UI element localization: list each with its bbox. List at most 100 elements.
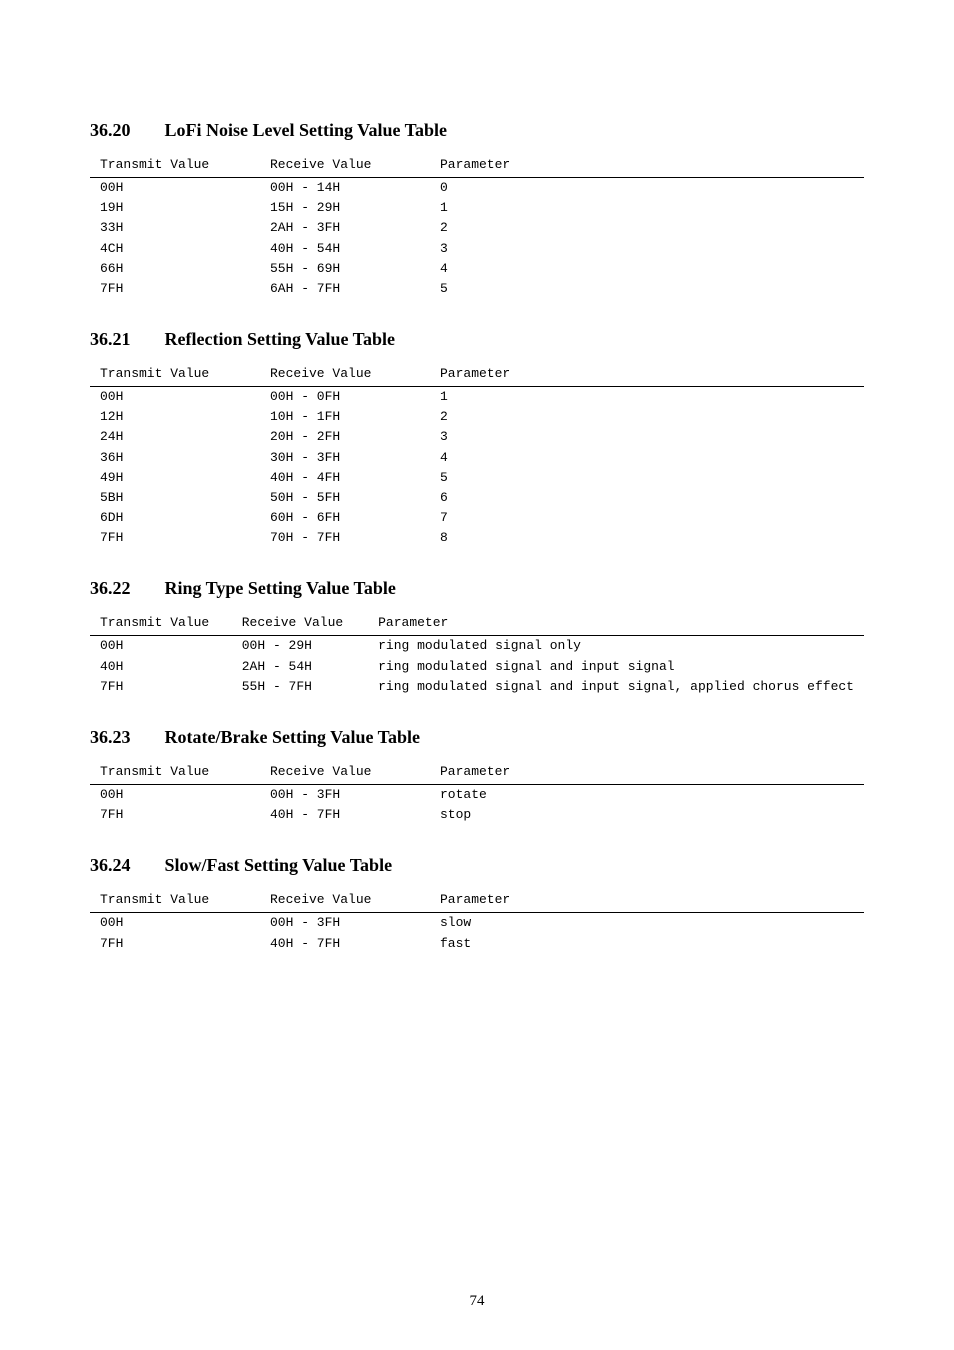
table-rotate-brake: Transmit Value Receive Value Parameter 0… — [90, 762, 864, 825]
cell-parameter: fast — [430, 934, 864, 954]
cell-receive-value: 30H - 3FH — [260, 448, 430, 468]
cell-transmit-value: 49H — [90, 468, 260, 488]
table-row: 49H40H - 4FH5 — [90, 468, 864, 488]
table-row: 7FH70H - 7FH8 — [90, 528, 864, 548]
section-heading-ring-type: 36.22 Ring Type Setting Value Table — [90, 578, 864, 599]
table-row: 6DH60H - 6FH7 — [90, 508, 864, 528]
cell-receive-value: 20H - 2FH — [260, 427, 430, 447]
section-heading-reflection: 36.21 Reflection Setting Value Table — [90, 329, 864, 350]
col-header-tx: Transmit Value — [90, 762, 260, 785]
cell-parameter: ring modulated signal only — [368, 636, 864, 657]
cell-receive-value: 55H - 69H — [260, 259, 430, 279]
table-body: 00H00H - 0FH112H10H - 1FH224H20H - 2FH33… — [90, 387, 864, 549]
table-row: 00H00H - 3FHslow — [90, 913, 864, 934]
table-lofi-noise: Transmit Value Receive Value Parameter 0… — [90, 155, 864, 299]
section-title: Slow/Fast Setting Value Table — [165, 855, 393, 875]
cell-transmit-value: 7FH — [90, 934, 260, 954]
cell-receive-value: 40H - 54H — [260, 239, 430, 259]
cell-transmit-value: 7FH — [90, 805, 260, 825]
section-title: Reflection Setting Value Table — [165, 329, 396, 349]
section-heading-rotate-brake: 36.23 Rotate/Brake Setting Value Table — [90, 727, 864, 748]
page: 36.20 LoFi Noise Level Setting Value Tab… — [0, 0, 954, 1350]
table-row: 24H20H - 2FH3 — [90, 427, 864, 447]
section-number: 36.21 — [90, 329, 160, 350]
col-header-rx: Receive Value — [260, 762, 430, 785]
cell-transmit-value: 66H — [90, 259, 260, 279]
cell-receive-value: 40H - 4FH — [260, 468, 430, 488]
cell-transmit-value: 6DH — [90, 508, 260, 528]
cell-parameter: 3 — [430, 239, 864, 259]
cell-parameter: 4 — [430, 448, 864, 468]
col-header-tx: Transmit Value — [90, 155, 260, 178]
cell-receive-value: 50H - 5FH — [260, 488, 430, 508]
cell-parameter: 1 — [430, 387, 864, 408]
cell-transmit-value: 5BH — [90, 488, 260, 508]
cell-receive-value: 00H - 3FH — [260, 784, 430, 805]
cell-transmit-value: 7FH — [90, 528, 260, 548]
table-row: 19H15H - 29H1 — [90, 198, 864, 218]
cell-parameter: 6 — [430, 488, 864, 508]
cell-transmit-value: 00H — [90, 913, 260, 934]
col-header-tx: Transmit Value — [90, 613, 232, 636]
cell-transmit-value: 19H — [90, 198, 260, 218]
table-row: 66H55H - 69H4 — [90, 259, 864, 279]
table-header-row: Transmit Value Receive Value Parameter — [90, 613, 864, 636]
cell-parameter: 3 — [430, 427, 864, 447]
cell-parameter: 1 — [430, 198, 864, 218]
cell-receive-value: 15H - 29H — [260, 198, 430, 218]
table-row: 7FH40H - 7FHfast — [90, 934, 864, 954]
section-heading-slow-fast: 36.24 Slow/Fast Setting Value Table — [90, 855, 864, 876]
cell-parameter: 5 — [430, 468, 864, 488]
cell-receive-value: 6AH - 7FH — [260, 279, 430, 299]
cell-receive-value: 70H - 7FH — [260, 528, 430, 548]
table-row: 40H2AH - 54Hring modulated signal and in… — [90, 657, 864, 677]
cell-parameter: 5 — [430, 279, 864, 299]
table-slow-fast: Transmit Value Receive Value Parameter 0… — [90, 890, 864, 953]
col-header-param: Parameter — [430, 762, 864, 785]
cell-receive-value: 00H - 29H — [232, 636, 368, 657]
col-header-tx: Transmit Value — [90, 890, 260, 913]
cell-parameter: ring modulated signal and input signal — [368, 657, 864, 677]
section-title: Ring Type Setting Value Table — [165, 578, 396, 598]
table-header-row: Transmit Value Receive Value Parameter — [90, 364, 864, 387]
cell-parameter: stop — [430, 805, 864, 825]
cell-parameter: 2 — [430, 407, 864, 427]
table-row: 36H30H - 3FH4 — [90, 448, 864, 468]
cell-transmit-value: 12H — [90, 407, 260, 427]
cell-receive-value: 2AH - 3FH — [260, 218, 430, 238]
section-heading-lofi-noise: 36.20 LoFi Noise Level Setting Value Tab… — [90, 120, 864, 141]
table-row: 12H10H - 1FH2 — [90, 407, 864, 427]
table-header-row: Transmit Value Receive Value Parameter — [90, 155, 864, 178]
table-body: 00H00H - 3FHrotate7FH40H - 7FHstop — [90, 784, 864, 825]
table-body: 00H00H - 14H019H15H - 29H133H2AH - 3FH24… — [90, 178, 864, 299]
cell-parameter: 2 — [430, 218, 864, 238]
table-header-row: Transmit Value Receive Value Parameter — [90, 762, 864, 785]
table-row: 33H2AH - 3FH2 — [90, 218, 864, 238]
cell-receive-value: 10H - 1FH — [260, 407, 430, 427]
table-body: 00H00H - 29Hring modulated signal only40… — [90, 636, 864, 697]
cell-transmit-value: 4CH — [90, 239, 260, 259]
cell-receive-value: 40H - 7FH — [260, 805, 430, 825]
table-body: 00H00H - 3FHslow7FH40H - 7FHfast — [90, 913, 864, 954]
cell-transmit-value: 40H — [90, 657, 232, 677]
table-row: 00H00H - 29Hring modulated signal only — [90, 636, 864, 657]
cell-transmit-value: 36H — [90, 448, 260, 468]
cell-transmit-value: 00H — [90, 178, 260, 199]
cell-transmit-value: 7FH — [90, 677, 232, 697]
page-number: 74 — [0, 1293, 954, 1310]
cell-transmit-value: 00H — [90, 636, 232, 657]
cell-receive-value: 55H - 7FH — [232, 677, 368, 697]
cell-parameter: 8 — [430, 528, 864, 548]
col-header-param: Parameter — [430, 890, 864, 913]
col-header-rx: Receive Value — [260, 364, 430, 387]
cell-parameter: 4 — [430, 259, 864, 279]
section-title: Rotate/Brake Setting Value Table — [165, 727, 421, 747]
cell-receive-value: 60H - 6FH — [260, 508, 430, 528]
col-header-tx: Transmit Value — [90, 364, 260, 387]
col-header-param: Parameter — [368, 613, 864, 636]
cell-transmit-value: 00H — [90, 784, 260, 805]
section-number: 36.23 — [90, 727, 160, 748]
col-header-rx: Receive Value — [260, 155, 430, 178]
section-title: LoFi Noise Level Setting Value Table — [165, 120, 448, 140]
col-header-rx: Receive Value — [232, 613, 368, 636]
